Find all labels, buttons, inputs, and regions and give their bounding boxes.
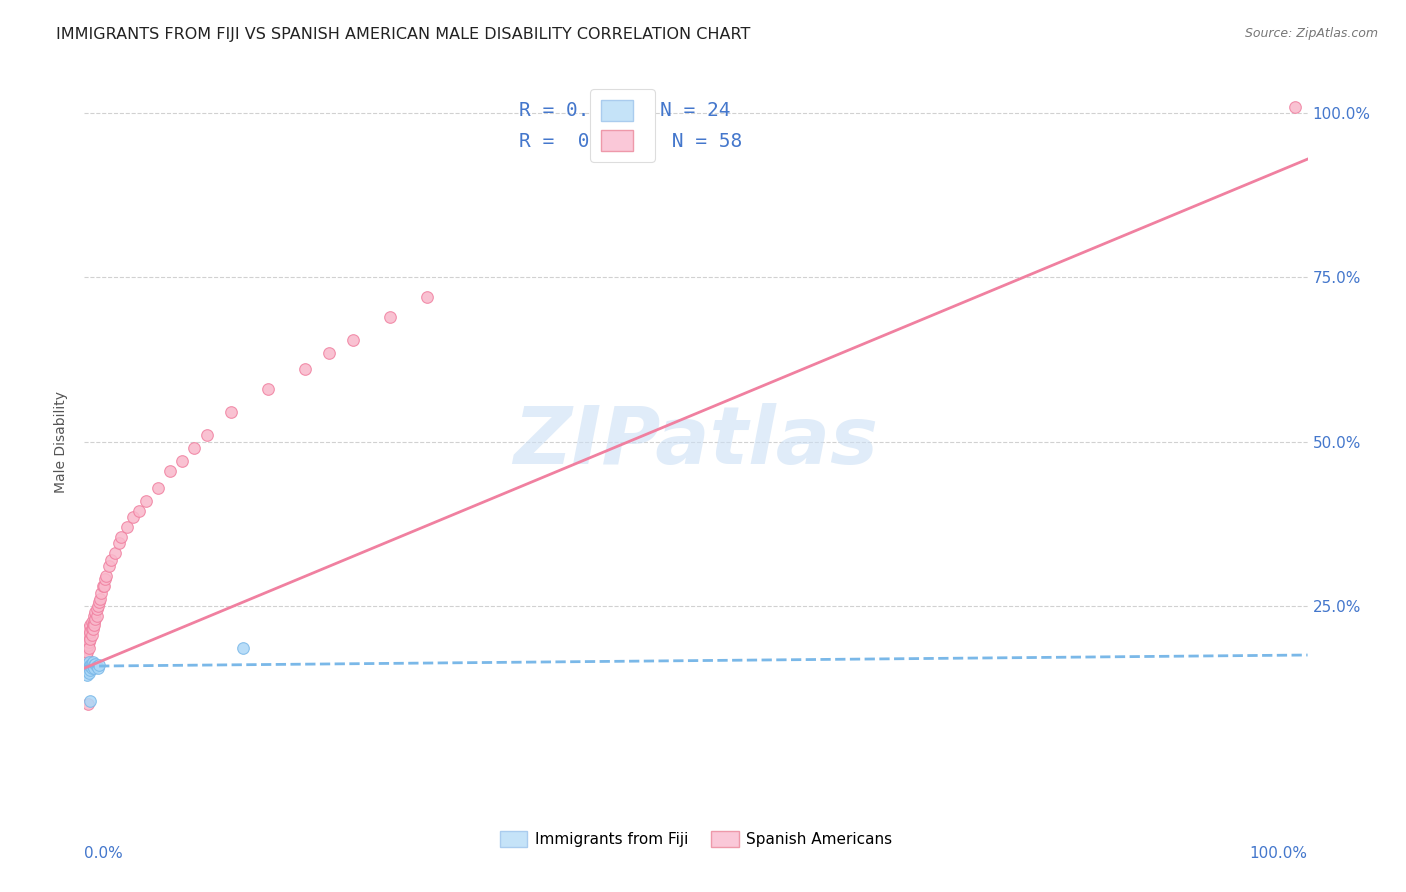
- Point: [83, 661, 105, 675]
- Text: 100.0%: 100.0%: [1250, 847, 1308, 861]
- Point: [135, 493, 157, 508]
- Text: 0.0%: 0.0%: [84, 847, 124, 861]
- Point: [294, 362, 316, 376]
- Point: [82, 655, 104, 669]
- Point: [79, 657, 101, 672]
- Point: [91, 579, 114, 593]
- Point: [75, 661, 97, 675]
- Point: [107, 536, 129, 550]
- Point: [77, 655, 100, 669]
- Text: R = 0.060   N = 24: R = 0.060 N = 24: [519, 101, 730, 120]
- Point: [77, 622, 100, 636]
- Point: [1284, 99, 1306, 113]
- Point: [84, 605, 107, 619]
- Point: [82, 618, 104, 632]
- Point: [77, 659, 100, 673]
- Point: [86, 608, 108, 623]
- Point: [122, 510, 145, 524]
- Point: [75, 648, 97, 662]
- Point: [89, 592, 111, 607]
- Point: [219, 405, 242, 419]
- Point: [77, 628, 100, 642]
- Point: [79, 659, 101, 673]
- Point: [80, 661, 103, 675]
- Point: [87, 599, 110, 613]
- Point: [79, 618, 101, 632]
- Point: [79, 663, 101, 677]
- Point: [115, 520, 138, 534]
- Point: [83, 608, 105, 623]
- Point: [416, 290, 439, 304]
- Point: [87, 661, 110, 675]
- Point: [82, 622, 104, 636]
- Point: [93, 579, 115, 593]
- Point: [76, 645, 98, 659]
- Point: [86, 602, 108, 616]
- Text: R =  0.751   N = 58: R = 0.751 N = 58: [519, 132, 742, 152]
- Point: [86, 659, 108, 673]
- Point: [77, 638, 100, 652]
- Text: ZIPatlas: ZIPatlas: [513, 402, 879, 481]
- Point: [79, 632, 101, 646]
- Text: IMMIGRANTS FROM FIJI VS SPANISH AMERICAN MALE DISABILITY CORRELATION CHART: IMMIGRANTS FROM FIJI VS SPANISH AMERICAN…: [56, 27, 751, 42]
- Point: [77, 641, 100, 656]
- Point: [82, 659, 104, 673]
- Point: [83, 657, 105, 672]
- Legend: Immigrants from Fiji, Spanish Americans: Immigrants from Fiji, Spanish Americans: [494, 825, 898, 853]
- Point: [100, 553, 122, 567]
- Point: [80, 657, 103, 671]
- Point: [84, 657, 107, 671]
- Point: [380, 310, 402, 324]
- Point: [75, 661, 97, 675]
- Point: [195, 428, 218, 442]
- Point: [77, 657, 100, 671]
- Point: [96, 569, 118, 583]
- Point: [76, 667, 98, 681]
- Point: [76, 655, 98, 669]
- Text: Source: ZipAtlas.com: Source: ZipAtlas.com: [1244, 27, 1378, 40]
- Point: [342, 333, 364, 347]
- Y-axis label: Male Disability: Male Disability: [55, 391, 69, 492]
- Point: [79, 694, 101, 708]
- Point: [76, 651, 98, 665]
- Point: [83, 618, 105, 632]
- Point: [110, 530, 132, 544]
- Point: [79, 625, 101, 640]
- Point: [146, 481, 169, 495]
- Point: [104, 546, 127, 560]
- Point: [90, 585, 112, 599]
- Point: [84, 612, 107, 626]
- Point: [77, 661, 100, 675]
- Point: [80, 615, 103, 630]
- Point: [77, 665, 100, 680]
- Point: [77, 635, 100, 649]
- Point: [87, 657, 110, 672]
- Point: [83, 615, 105, 630]
- Point: [77, 632, 100, 646]
- Point: [94, 573, 117, 587]
- Point: [76, 657, 98, 672]
- Point: [77, 665, 100, 679]
- Point: [318, 346, 340, 360]
- Point: [97, 559, 120, 574]
- Point: [159, 464, 181, 478]
- Point: [128, 503, 150, 517]
- Point: [183, 441, 205, 455]
- Point: [77, 625, 100, 640]
- Point: [80, 622, 103, 636]
- Point: [87, 595, 110, 609]
- Point: [257, 382, 280, 396]
- Point: [77, 698, 100, 712]
- Point: [172, 454, 194, 468]
- Point: [232, 641, 254, 656]
- Point: [80, 628, 103, 642]
